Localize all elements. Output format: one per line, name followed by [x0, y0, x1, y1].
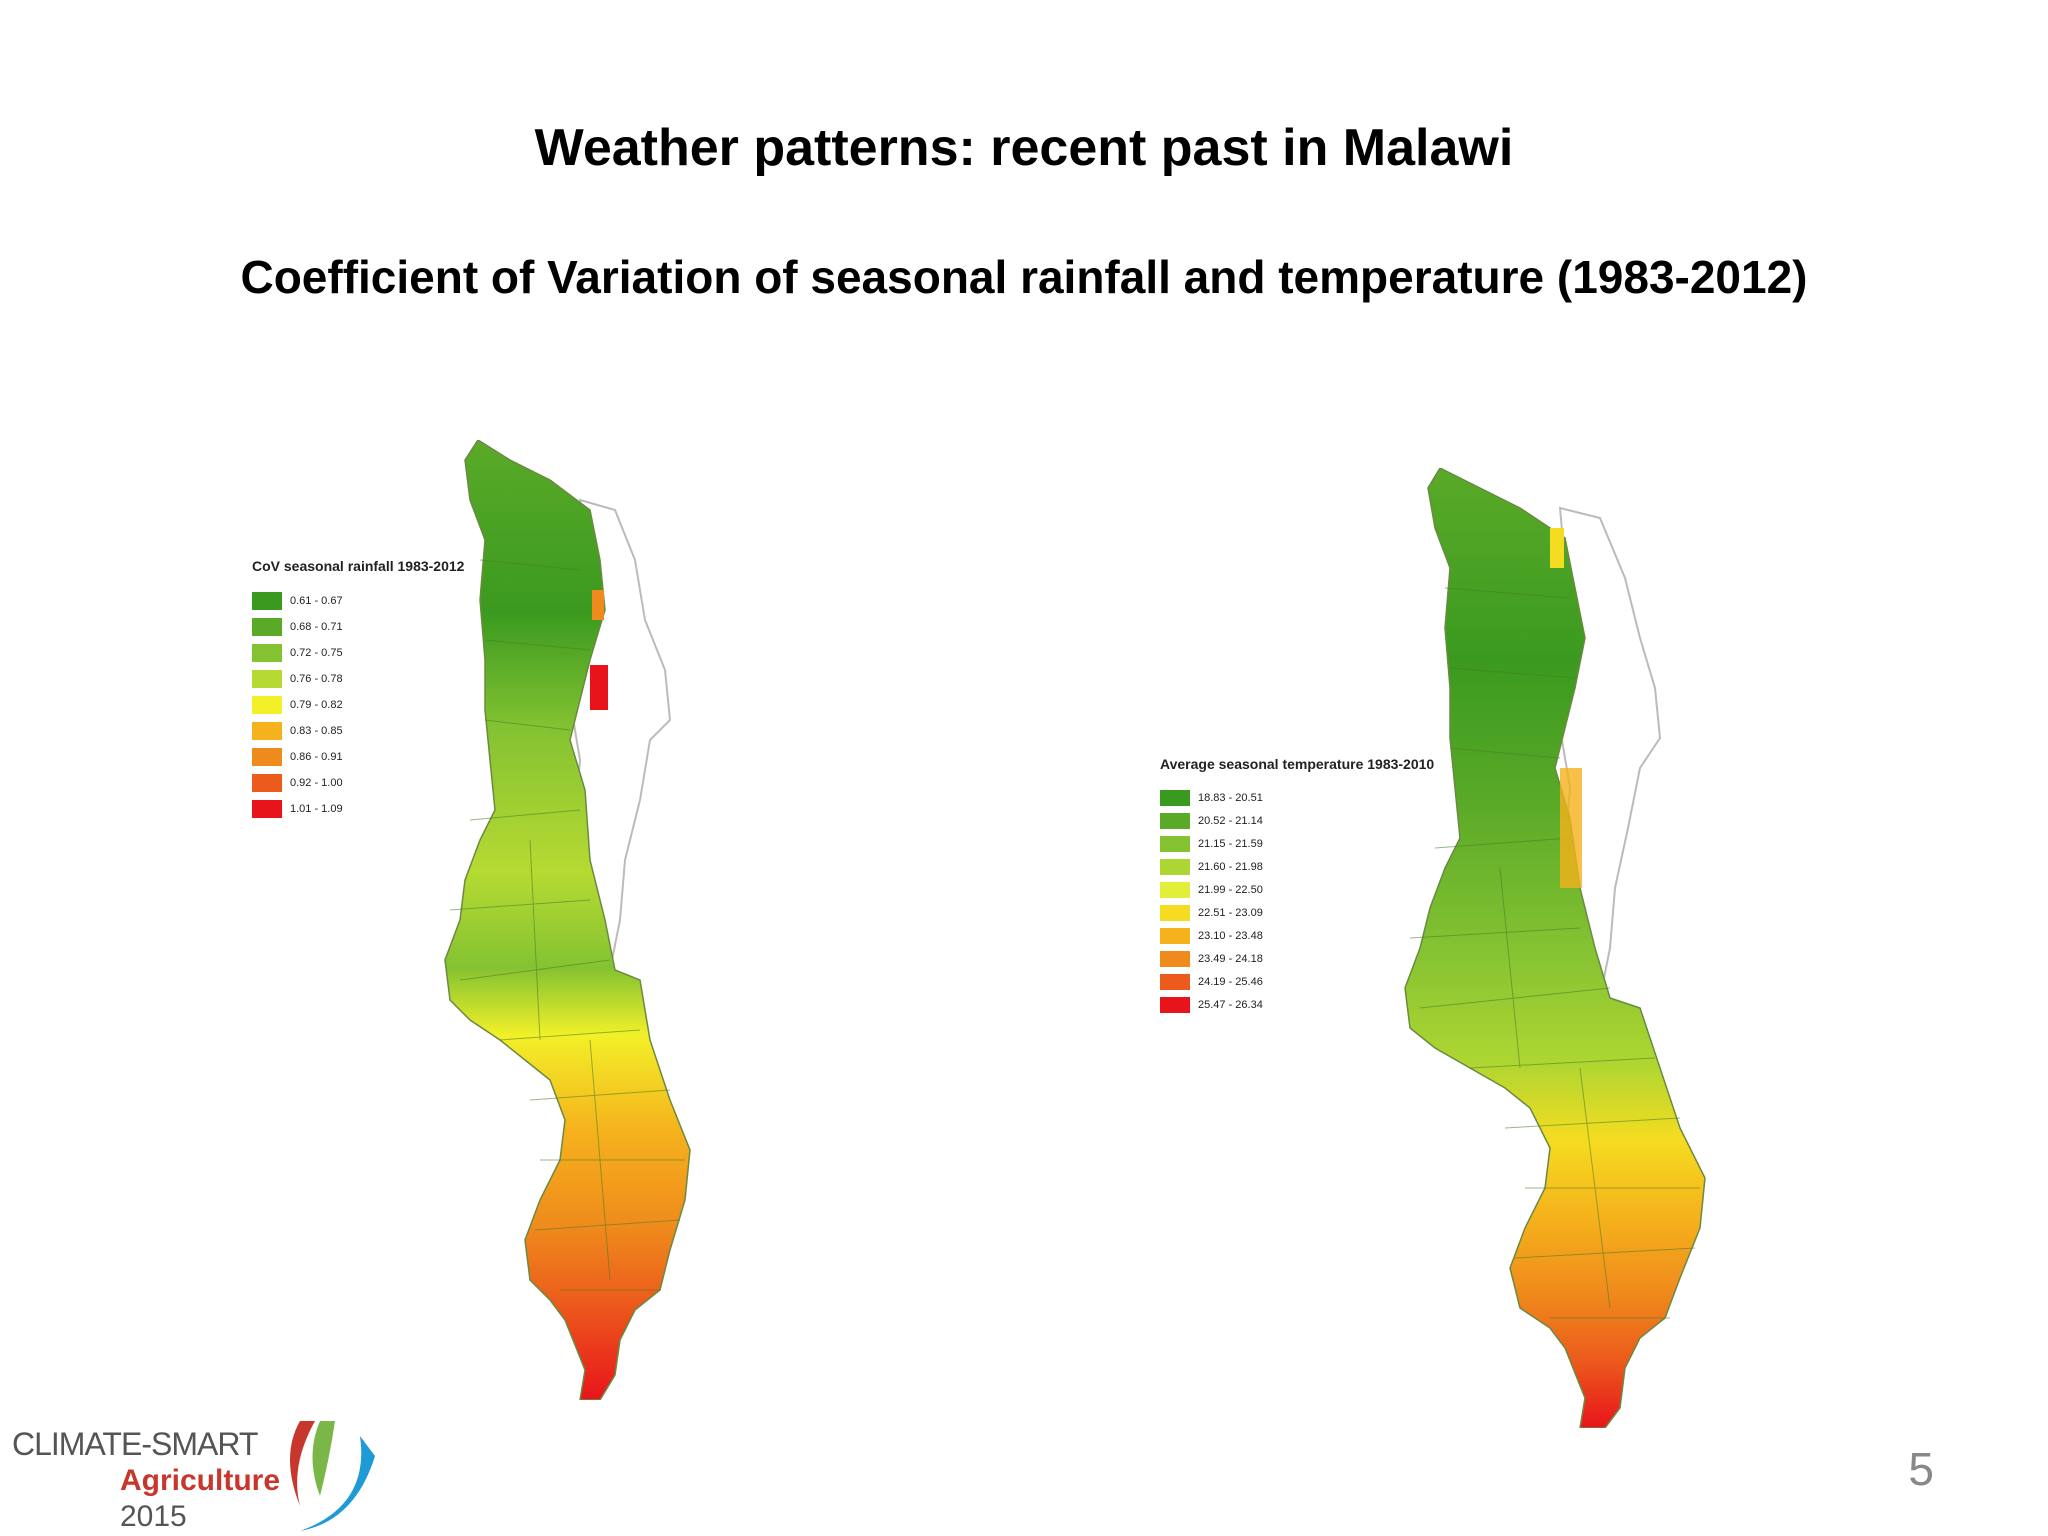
legend-row: 22.51 - 23.09 [1160, 901, 1434, 924]
temperature-map [1400, 468, 1800, 1428]
legend-swatch [1160, 973, 1190, 990]
legend-label: 20.52 - 21.14 [1198, 814, 1263, 827]
legend-label: 25.47 - 26.34 [1198, 998, 1263, 1011]
temperature-legend-title: Average seasonal temperature 1983-2010 [1160, 756, 1435, 772]
legend-row: 23.10 - 23.48 [1160, 924, 1434, 947]
legend-label: 24.19 - 25.46 [1198, 975, 1263, 988]
legend-label: 18.83 - 20.51 [1198, 791, 1263, 804]
legend-swatch [252, 748, 282, 766]
temperature-legend-rows: 18.83 - 20.51 20.52 - 21.14 21.15 - 21.59 2… [1160, 786, 1434, 1016]
temperature-map-svg [1404, 468, 1706, 1428]
legend-label: 0.61 - 0.67 [290, 595, 343, 607]
legend-row: 0.61 - 0.67 [252, 588, 464, 614]
legend-swatch [252, 670, 282, 688]
legend-swatch [252, 644, 282, 662]
legend-label: 1.01 - 1.09 [290, 803, 343, 815]
district-lines [1409, 587, 1700, 1319]
country-shape [1404, 468, 1706, 1428]
legend-label: 0.92 - 1.00 [290, 777, 343, 789]
legend-label: 23.49 - 24.18 [1198, 952, 1263, 965]
hotspot [1550, 528, 1564, 568]
legend-label: 0.76 - 0.78 [290, 673, 343, 685]
legend-label: 21.60 - 21.98 [1198, 860, 1263, 873]
logo-line3: 2015 [120, 1500, 187, 1533]
legend-label: 22.51 - 23.09 [1198, 906, 1263, 919]
legend-row: 0.79 - 0.82 [252, 692, 464, 718]
page-number: 5 [1908, 1443, 1934, 1495]
hotspot [590, 665, 608, 710]
legend-row: 0.68 - 0.71 [252, 614, 464, 640]
legend-label: 23.10 - 23.48 [1198, 929, 1263, 942]
slide-subtitle: Coefficient of Variation of seasonal rai… [240, 251, 1808, 303]
hotspot [592, 590, 604, 620]
legend-row: 18.83 - 20.51 [1160, 786, 1434, 809]
logo-line2: Agriculture [120, 1464, 281, 1497]
legend-row: 23.49 - 24.18 [1160, 947, 1434, 970]
legend-swatch [1160, 835, 1190, 852]
legend-label: 0.83 - 0.85 [290, 725, 343, 737]
legend-label: 21.15 - 21.59 [1198, 837, 1263, 850]
legend-swatch [252, 774, 282, 792]
legend-label: 0.86 - 0.91 [290, 751, 343, 763]
legend-row: 21.60 - 21.98 [1160, 855, 1434, 878]
legend-row: 25.47 - 26.34 [1160, 993, 1434, 1016]
legend-swatch [1160, 927, 1190, 944]
rainfall-map [440, 440, 780, 1400]
temperature-legend: Average seasonal temperature 1983-2010 1… [1160, 756, 1434, 1016]
legend-row: 21.99 - 22.50 [1160, 878, 1434, 901]
district-lines [449, 559, 685, 1291]
slide-title: Weather patterns: recent past in Malawi [534, 119, 1514, 177]
legend-row: 0.92 - 1.00 [252, 770, 464, 796]
rainfall-map-svg [444, 440, 691, 1400]
legend-swatch [1160, 812, 1190, 829]
legend-swatch [252, 618, 282, 636]
legend-row: 0.72 - 0.75 [252, 640, 464, 666]
legend-label: 21.99 - 22.50 [1198, 883, 1263, 896]
climate-smart-logo: CLIMATE-SMART Agriculture 2015 [12, 1416, 375, 1536]
logo-line1: CLIMATE-SMART [12, 1426, 258, 1462]
legend-swatch [252, 592, 282, 610]
legend-label: 0.72 - 0.75 [290, 647, 343, 659]
rainfall-legend-title: CoV seasonal rainfall 1983-2012 [252, 558, 465, 574]
legend-row: 0.76 - 0.78 [252, 666, 464, 692]
rainfall-legend: CoV seasonal rainfall 1983-2012 0.61 - 0… [252, 558, 464, 822]
legend-swatch [1160, 904, 1190, 921]
legend-row: 24.19 - 25.46 [1160, 970, 1434, 993]
country-shape [444, 440, 691, 1400]
legend-swatch [1160, 996, 1190, 1013]
legend-swatch [1160, 858, 1190, 875]
hotspot [1560, 768, 1582, 888]
legend-row: 20.52 - 21.14 [1160, 809, 1434, 832]
legend-label: 0.79 - 0.82 [290, 699, 343, 711]
legend-swatch [252, 800, 282, 818]
legend-label: 0.68 - 0.71 [290, 621, 343, 633]
legend-swatch [1160, 950, 1190, 967]
legend-swatch [252, 696, 282, 714]
logo-swoosh-icon [290, 1421, 375, 1531]
legend-row: 1.01 - 1.09 [252, 796, 464, 822]
rainfall-legend-rows: 0.61 - 0.67 0.68 - 0.71 0.72 - 0.75 0.76 - … [252, 588, 464, 822]
legend-row: 0.86 - 0.91 [252, 744, 464, 770]
legend-row: 0.83 - 0.85 [252, 718, 464, 744]
legend-swatch [1160, 881, 1190, 898]
legend-row: 21.15 - 21.59 [1160, 832, 1434, 855]
legend-swatch [252, 722, 282, 740]
legend-swatch [1160, 789, 1190, 806]
